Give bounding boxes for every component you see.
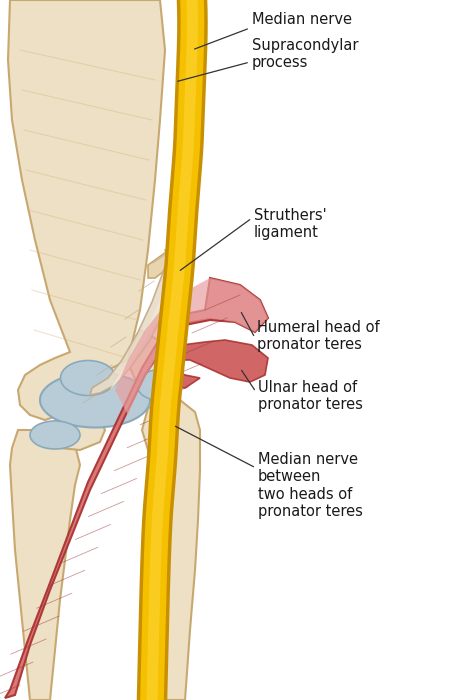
- Polygon shape: [90, 245, 185, 395]
- Polygon shape: [142, 400, 200, 700]
- Polygon shape: [130, 330, 182, 400]
- Ellipse shape: [30, 421, 80, 449]
- Ellipse shape: [61, 360, 116, 395]
- Polygon shape: [115, 278, 268, 415]
- Polygon shape: [10, 430, 80, 700]
- Polygon shape: [148, 248, 175, 278]
- Polygon shape: [160, 340, 268, 388]
- Polygon shape: [42, 415, 105, 450]
- Text: Supracondylar
process: Supracondylar process: [252, 38, 358, 71]
- Text: Ulnar head of
pronator teres: Ulnar head of pronator teres: [258, 380, 363, 412]
- Ellipse shape: [40, 372, 150, 428]
- Polygon shape: [8, 0, 165, 420]
- Text: Struthers'
ligament: Struthers' ligament: [254, 208, 327, 240]
- Polygon shape: [110, 250, 178, 390]
- Text: Median nerve: Median nerve: [252, 12, 352, 27]
- Text: Humeral head of
pronator teres: Humeral head of pronator teres: [257, 320, 380, 352]
- Text: Median nerve
between
two heads of
pronator teres: Median nerve between two heads of pronat…: [258, 452, 363, 519]
- Ellipse shape: [137, 370, 179, 400]
- Polygon shape: [5, 278, 268, 698]
